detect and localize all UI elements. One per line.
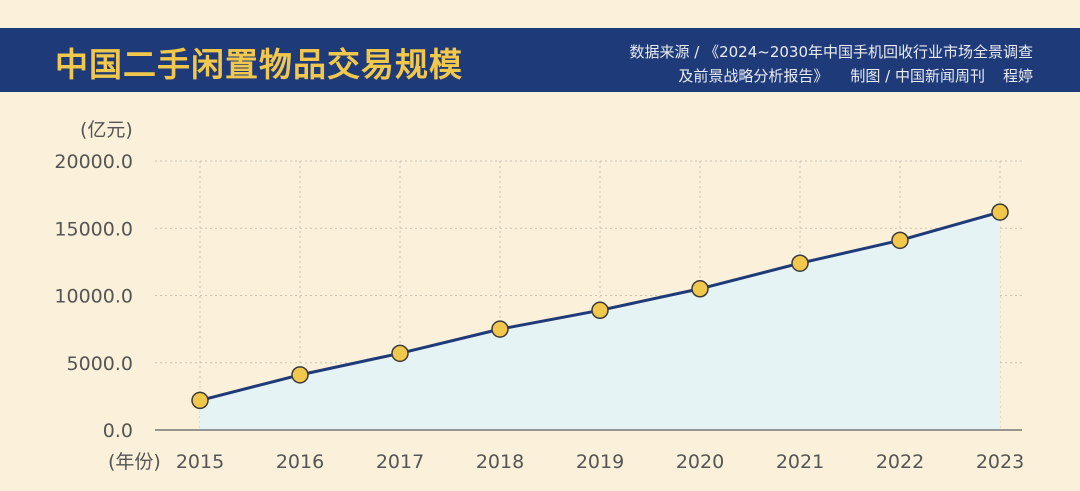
source-line-2: 及前景战略分析报告》 制图 / 中国新闻周刊 程婷 <box>629 64 1033 88</box>
data-point <box>491 320 509 338</box>
source-credit: 数据来源 / 《2024~2030年中国手机回收行业市场全景调查 及前景战略分析… <box>629 40 1033 88</box>
x-tick-label: 2023 <box>976 451 1024 473</box>
y-tick-label: 0.0 <box>103 420 133 442</box>
x-tick-label: 2022 <box>876 451 924 473</box>
top-band <box>0 0 1080 28</box>
source-line-2-text: 及前景战略分析报告》 <box>678 67 829 85</box>
x-tick-label: 2018 <box>476 451 524 473</box>
x-tick-label: 2016 <box>276 451 324 473</box>
x-tick-label: 2015 <box>176 451 224 473</box>
x-tick-label: 2020 <box>676 451 724 473</box>
x-tick-labels: 2015 2016 2017 2018 2019 2020 2021 2022 2023 <box>176 451 1024 473</box>
y-axis-unit-label: (亿元) <box>80 119 133 141</box>
y-tick-label: 10000.0 <box>54 286 133 308</box>
data-point <box>691 280 709 298</box>
source-line-1: 数据来源 / 《2024~2030年中国手机回收行业市场全景调查 <box>629 43 1033 61</box>
x-axis-unit-label: (年份) <box>108 451 161 473</box>
x-tick-label: 2021 <box>776 451 824 473</box>
x-tick-label: 2017 <box>376 451 424 473</box>
data-point <box>291 366 309 384</box>
chart-header <box>0 28 1080 92</box>
data-point <box>791 254 809 272</box>
y-tick-label: 5000.0 <box>67 353 133 375</box>
data-point <box>991 203 1009 221</box>
y-tick-label: 15000.0 <box>54 218 133 240</box>
author-text: 程婷 <box>1002 67 1033 85</box>
data-point <box>191 391 209 410</box>
data-point <box>891 231 909 250</box>
chart-title: 中国二手闲置物品交易规模 <box>55 45 463 84</box>
data-markers <box>191 203 1009 410</box>
y-tick-label: 20000.0 <box>54 151 133 173</box>
x-tick-label: 2019 <box>576 451 624 473</box>
y-tick-labels: 0.0 5000.0 10000.0 15000.0 20000.0 <box>54 151 133 442</box>
data-point <box>591 301 609 320</box>
credit-text: 制图 / 中国新闻周刊 <box>850 67 985 85</box>
data-point <box>391 344 409 363</box>
